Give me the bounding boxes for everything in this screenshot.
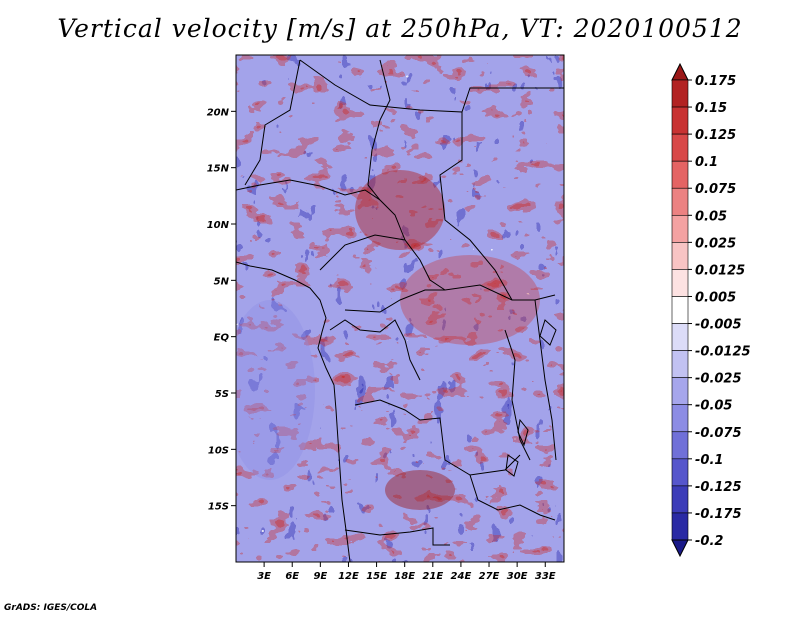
lat-tick-label: 20N [207, 107, 230, 118]
field-core-north [355, 170, 445, 250]
lat-tick-label: EQ [214, 333, 230, 344]
colorbar-label: 0.1 [695, 155, 718, 170]
credit-text: GrADS: IGES/COLA [4, 603, 98, 613]
colorbar-label: 0.075 [695, 182, 736, 197]
lon-tick-label: 9E [313, 571, 327, 582]
longitude-axis: 3E 6E 9E 12E 15E 18E 21E 24E 27E 30E 33E [257, 562, 556, 582]
border-segment [504, 329, 531, 461]
lat-tick-label: 5S [215, 389, 229, 400]
border-segment [236, 179, 381, 201]
lat-tick-label: 15S [208, 502, 229, 513]
lat-tick-label: 10S [208, 445, 229, 456]
field-core-south [385, 470, 455, 510]
border-segment [344, 284, 556, 313]
colorbar-label: 0.05 [695, 209, 727, 224]
colorbar: 0.175 0.15 0.125 0.1 0.075 0.05 0.025 0.0125 0.0… [671, 62, 751, 558]
colorbar-segment [671, 404, 689, 433]
border-segment [329, 319, 421, 381]
lon-tick-label: 30E [507, 571, 528, 582]
border-segment [534, 299, 557, 461]
field-core-central [400, 255, 540, 345]
colorbar-segment [671, 79, 689, 108]
field-ocean-calm [236, 300, 315, 480]
lat-tick-label: 5N [214, 276, 230, 287]
colorbar-label: -0.075 [695, 426, 742, 441]
map-title: Vertical velocity [m/s] at 250hPa, VT: 2… [57, 14, 743, 43]
colorbar-label: -0.05 [695, 399, 732, 414]
colorbar-label: 0.175 [695, 74, 736, 89]
colorbar-label: 0.025 [695, 236, 736, 251]
colorbar-label: 0.005 [695, 290, 736, 305]
lon-tick-label: 24E [451, 571, 472, 582]
colorbar-segment [671, 269, 689, 297]
colorbar-max-arrow [671, 62, 689, 81]
lon-tick-label: 3E [257, 571, 271, 582]
lake-outline [505, 454, 519, 477]
colorbar-label: -0.1 [695, 453, 723, 468]
colorbar-segment [671, 160, 689, 189]
lon-tick-label: 18E [394, 571, 415, 582]
border-segment [344, 527, 450, 546]
colorbar-segment [671, 323, 689, 351]
border-segment [244, 59, 301, 186]
colorbar-segment [671, 458, 689, 487]
map-frame [235, 54, 565, 563]
colorbar-segment [671, 296, 689, 324]
border-segment [319, 234, 446, 291]
border-segment [469, 474, 556, 521]
lon-tick-label: 21E [422, 571, 443, 582]
colorbar-segment [671, 377, 689, 406]
colorbar-label: -0.025 [695, 372, 742, 387]
lake-outline [539, 319, 557, 346]
colorbar-segment [671, 187, 689, 216]
lake-outline [517, 418, 529, 447]
lon-tick-label: 12E [338, 571, 359, 582]
border-segment [299, 59, 513, 301]
colorbar-segment [671, 214, 689, 243]
country-borders [236, 59, 564, 562]
colorbar-label: 0.125 [695, 128, 736, 143]
colorbar-segment [671, 512, 689, 541]
coastline [236, 261, 351, 562]
border-segment [367, 59, 406, 241]
colorbar-label: -0.005 [695, 318, 742, 333]
lon-tick-label: 15E [366, 571, 387, 582]
colorbar-label: -0.125 [695, 480, 742, 495]
lon-tick-label: 6E [285, 571, 299, 582]
lon-tick-label: 33E [535, 571, 556, 582]
colorbar-segment [671, 106, 689, 135]
colorbar-label: -0.2 [695, 534, 723, 549]
colorbar-segment [671, 431, 689, 460]
colorbar-label: -0.0125 [695, 345, 751, 360]
colorbar-label: 0.0125 [695, 263, 745, 278]
lat-tick-label: 10N [207, 220, 230, 231]
colorbar-label: 0.15 [695, 101, 727, 116]
velocity-field [236, 55, 564, 562]
border-segment [354, 399, 521, 476]
lon-tick-label: 27E [479, 571, 500, 582]
border-segment [461, 87, 564, 113]
lat-tick-label: 15N [207, 164, 230, 175]
colorbar-segment [671, 133, 689, 162]
colorbar-min-arrow [671, 539, 689, 558]
colorbar-segment [671, 242, 689, 270]
latitude-axis: 20N 15N 10N 5N EQ 5S 10S 15S [207, 107, 236, 513]
field-neutral-pattern [236, 55, 564, 562]
colorbar-segment [671, 485, 689, 514]
colorbar-segment [671, 350, 689, 378]
colorbar-label: -0.175 [695, 507, 742, 522]
